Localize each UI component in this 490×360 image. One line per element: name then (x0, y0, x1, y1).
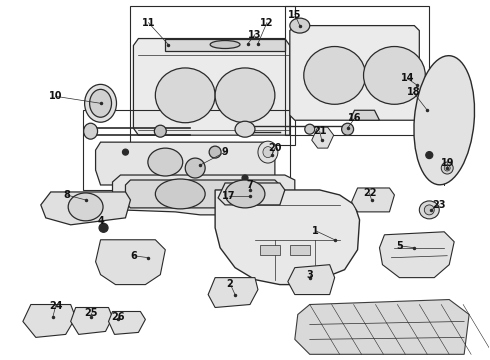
Ellipse shape (414, 56, 474, 185)
Ellipse shape (342, 123, 354, 135)
Ellipse shape (235, 121, 255, 137)
Bar (260, 245, 280, 255)
Ellipse shape (304, 46, 366, 104)
Ellipse shape (419, 201, 439, 219)
Text: 22: 22 (363, 188, 376, 198)
Text: 15: 15 (288, 10, 301, 20)
Ellipse shape (154, 125, 166, 137)
Text: 1: 1 (312, 226, 319, 236)
Ellipse shape (444, 165, 450, 171)
Polygon shape (312, 127, 334, 148)
Text: 20: 20 (268, 143, 282, 153)
Text: 14: 14 (401, 73, 414, 84)
Ellipse shape (148, 148, 183, 176)
Ellipse shape (90, 89, 112, 117)
Ellipse shape (155, 68, 215, 123)
Polygon shape (215, 190, 360, 285)
Text: 11: 11 (142, 18, 155, 28)
Ellipse shape (441, 162, 453, 174)
Polygon shape (133, 39, 290, 135)
Polygon shape (165, 39, 285, 50)
Text: 21: 21 (313, 126, 326, 136)
Text: 10: 10 (49, 91, 63, 101)
Ellipse shape (258, 141, 278, 163)
Polygon shape (288, 265, 335, 294)
Text: 25: 25 (84, 309, 98, 319)
Text: 12: 12 (260, 18, 274, 28)
Text: 18: 18 (407, 87, 420, 97)
Polygon shape (295, 300, 469, 354)
Text: 4: 4 (97, 216, 104, 226)
Ellipse shape (210, 41, 240, 49)
Text: 16: 16 (348, 113, 361, 123)
Ellipse shape (122, 149, 128, 155)
Text: 26: 26 (112, 312, 125, 323)
Ellipse shape (424, 205, 434, 215)
Polygon shape (218, 183, 285, 205)
Bar (285, 6, 429, 135)
Text: 6: 6 (130, 251, 137, 261)
Text: 19: 19 (441, 158, 454, 168)
Text: 24: 24 (49, 301, 63, 311)
Ellipse shape (84, 123, 98, 139)
Ellipse shape (305, 124, 315, 134)
Ellipse shape (85, 84, 117, 122)
Ellipse shape (426, 152, 433, 159)
Text: 7: 7 (246, 180, 253, 190)
Bar (83, 110, 290, 190)
Text: 17: 17 (222, 191, 236, 201)
Text: 13: 13 (248, 30, 262, 40)
Polygon shape (41, 192, 130, 225)
Polygon shape (352, 188, 394, 212)
Ellipse shape (185, 158, 205, 178)
Polygon shape (208, 278, 258, 307)
Ellipse shape (155, 179, 205, 209)
Bar (130, 6, 295, 145)
Bar (290, 245, 310, 255)
Polygon shape (125, 180, 280, 208)
Polygon shape (71, 307, 113, 334)
Text: 3: 3 (306, 270, 313, 280)
Polygon shape (23, 305, 75, 337)
Polygon shape (290, 26, 419, 120)
Ellipse shape (290, 18, 310, 33)
Polygon shape (108, 311, 146, 334)
Ellipse shape (364, 46, 425, 104)
Text: 8: 8 (63, 190, 70, 200)
Ellipse shape (263, 147, 273, 158)
Polygon shape (349, 110, 379, 120)
Polygon shape (379, 232, 454, 278)
Ellipse shape (215, 68, 275, 123)
Polygon shape (96, 142, 275, 185)
Polygon shape (113, 175, 295, 215)
Ellipse shape (242, 175, 248, 181)
Ellipse shape (209, 146, 221, 158)
Ellipse shape (99, 223, 108, 232)
Text: 2: 2 (227, 279, 233, 289)
Text: 5: 5 (396, 241, 403, 251)
Text: 23: 23 (433, 200, 446, 210)
Ellipse shape (68, 193, 103, 221)
Ellipse shape (225, 180, 265, 208)
Text: 9: 9 (221, 147, 228, 157)
Polygon shape (96, 240, 165, 285)
